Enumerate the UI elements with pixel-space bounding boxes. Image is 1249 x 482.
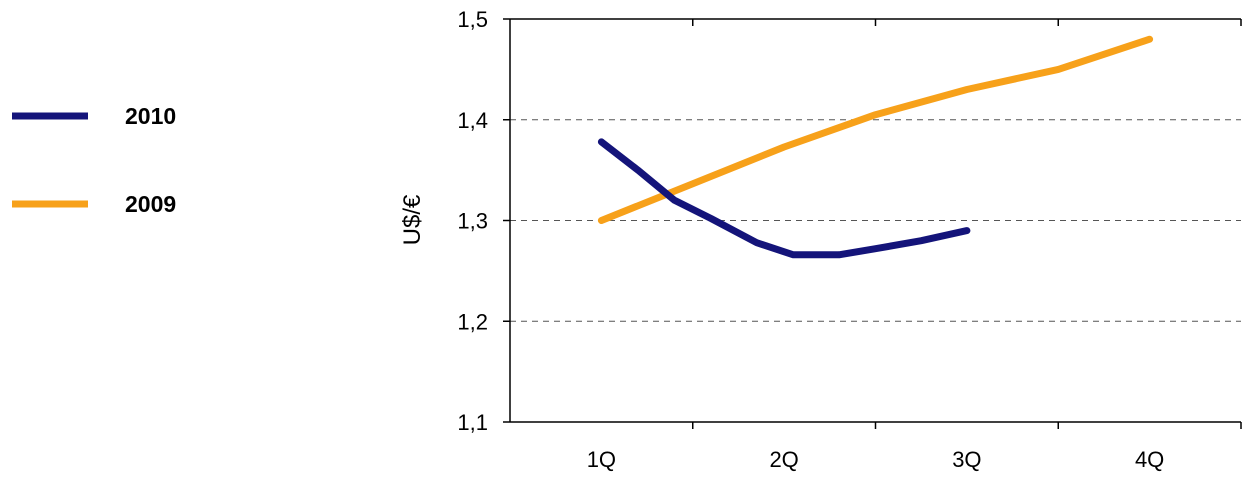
legend-item-2010: 2010 bbox=[12, 103, 176, 129]
y-tick-label: 1,4 bbox=[457, 108, 488, 133]
axes bbox=[509, 19, 1241, 423]
legend: 2010 2009 bbox=[12, 103, 176, 217]
series-line-2009 bbox=[597, 35, 1154, 224]
x-axis-ticks: 1Q 2Q 3Q 4Q bbox=[510, 18, 1242, 472]
y-tick-label: 1,5 bbox=[457, 7, 488, 32]
legend-label-2009: 2009 bbox=[125, 191, 176, 217]
x-tick-label-3q: 3Q bbox=[952, 447, 981, 472]
y-tick-label: 1,3 bbox=[457, 209, 488, 234]
x-tick-label-1q: 1Q bbox=[587, 447, 616, 472]
y-tick-label: 1,1 bbox=[457, 410, 488, 435]
legend-label-2010: 2010 bbox=[125, 103, 176, 129]
series-lines bbox=[597, 35, 1154, 259]
series-line-2010 bbox=[597, 138, 971, 259]
x-tick-label-4q: 4Q bbox=[1135, 447, 1164, 472]
x-tick-label-2q: 2Q bbox=[769, 447, 798, 472]
y-axis-title: U$/€ bbox=[399, 194, 426, 245]
y-axis-ticks: 1,1 1,2 1,3 1,4 1,5 bbox=[457, 7, 510, 435]
gridlines bbox=[510, 119, 1241, 322]
y-tick-label: 1,2 bbox=[457, 309, 488, 334]
legend-item-2009: 2009 bbox=[12, 191, 176, 217]
